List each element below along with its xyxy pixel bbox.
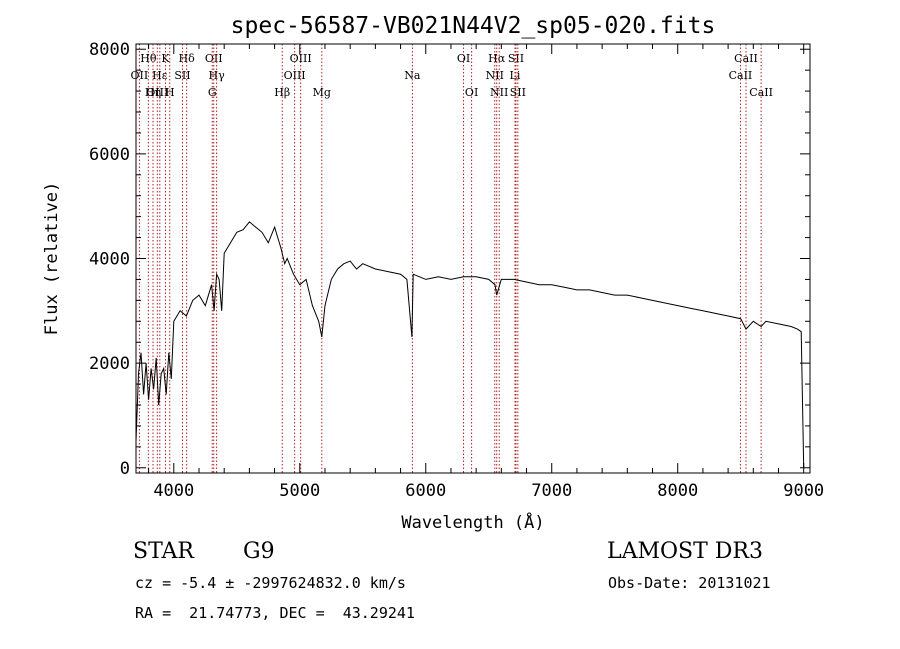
- y-tick-label: 8000: [89, 40, 130, 60]
- y-tick-label: 6000: [89, 145, 130, 165]
- redshift-text: cz = -5.4 ± -2997624832.0 km/s: [135, 574, 406, 592]
- line-label-3: Hε: [152, 69, 168, 82]
- line-label-22: SII: [508, 52, 524, 65]
- subclass: G9: [243, 539, 275, 564]
- line-label-26: CaII: [729, 69, 753, 82]
- line-label-13: OIII: [284, 69, 306, 82]
- line-label-25: CaII: [734, 52, 758, 65]
- y-axis-label: Flux (relative): [42, 182, 62, 336]
- line-label-6: H: [165, 86, 175, 99]
- line-label-19: Hα: [488, 52, 506, 65]
- survey-name: LAMOST DR3: [607, 539, 763, 564]
- object-type: STAR: [133, 539, 194, 564]
- line-label-8: Hδ: [179, 52, 196, 65]
- line-label-2: OIII: [146, 86, 168, 99]
- line-label-27: CaII: [749, 86, 773, 99]
- x-tick-label: 9000: [783, 481, 824, 501]
- y-tick-label: 2000: [89, 354, 130, 374]
- x-tick-label: 8000: [657, 481, 698, 501]
- y-tick-label: 4000: [89, 250, 130, 270]
- line-label-21: NII: [490, 86, 508, 99]
- line-label-15: Mg: [313, 86, 331, 99]
- line-label-16: Na: [404, 69, 421, 82]
- x-tick-label: 7000: [531, 481, 572, 501]
- line-label-24: SII: [510, 86, 526, 99]
- spectrum-line: [135, 221, 805, 468]
- line-label-9: OII: [205, 52, 223, 65]
- line-label-0: Hθ: [140, 52, 157, 65]
- coordinates: RA = 21.74773, DEC = 43.29241: [135, 604, 415, 622]
- y-tick-label: 0: [120, 459, 130, 479]
- x-tick-label: 5000: [279, 481, 320, 501]
- line-label-12: Hβ: [274, 86, 290, 99]
- line-label-18: OI: [465, 86, 478, 99]
- line-label-14: OIII: [290, 52, 312, 65]
- line-label-17: OI: [457, 52, 470, 65]
- x-tick-label: 6000: [405, 481, 446, 501]
- obs-date: Obs-Date: 20131021: [608, 574, 771, 592]
- plot-frame: [135, 43, 811, 474]
- line-label-4: Hη: [145, 86, 161, 99]
- x-axis-label: Wavelength (Å): [401, 511, 544, 533]
- line-label-5: K: [161, 52, 170, 65]
- line-label-10: Hγ: [209, 69, 226, 82]
- x-tick-label: 4000: [153, 481, 194, 501]
- line-label-1: OII: [131, 69, 149, 82]
- line-label-7: SII: [174, 69, 190, 82]
- line-label-11: G: [208, 86, 217, 99]
- line-label-23: Li: [510, 69, 521, 82]
- line-label-20: NII: [486, 69, 504, 82]
- chart-title: spec-56587-VB021N44V2_sp05-020.fits: [231, 13, 716, 39]
